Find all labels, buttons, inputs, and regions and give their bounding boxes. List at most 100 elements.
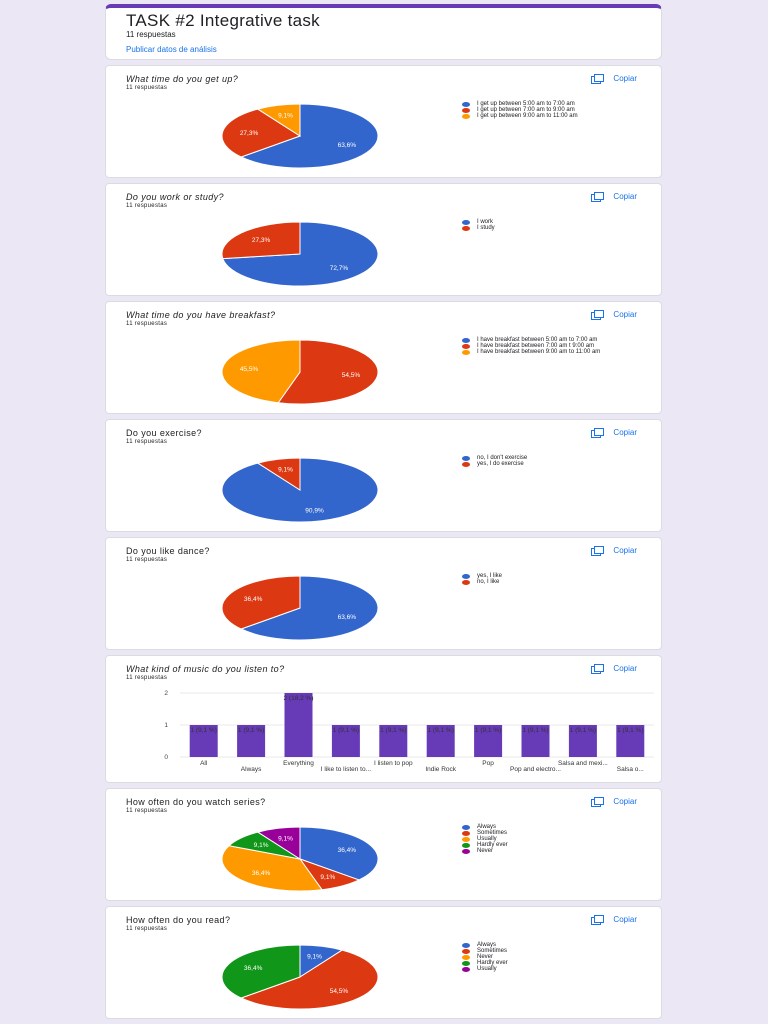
legend-swatch: [462, 955, 470, 960]
bar-value-label: 1 (9,1 %): [428, 727, 454, 734]
pie-slice-label: 54,5%: [342, 372, 361, 379]
bar: [474, 725, 503, 757]
legend-item: Sometimes: [462, 830, 622, 836]
pie-chart: 63,6% 27,3% 9,1%: [221, 103, 379, 169]
legend-item: I study: [462, 225, 622, 231]
question-title: What kind of music do you listen to?: [126, 664, 285, 674]
copy-label: Copiar: [613, 797, 637, 806]
legend-item: I have breakfast between 9:00 am to 11:0…: [462, 349, 622, 355]
chart-legend: Always Sometimes Never Hardly ever Usually: [462, 942, 622, 972]
legend-item: I have breakfast between 5:00 am to 7:00…: [462, 337, 622, 343]
copy-button[interactable]: Copiar: [591, 310, 637, 320]
legend-item: Always: [462, 824, 622, 830]
pie-chart: 90,9% 9,1%: [221, 457, 379, 523]
legend-item: Never: [462, 954, 622, 960]
copy-icon: [591, 546, 605, 556]
chart-legend: I have breakfast between 5:00 am to 7:00…: [462, 337, 622, 355]
pie-slice-label: 54,5%: [330, 988, 349, 995]
publish-analytics-link[interactable]: Publicar datos de análisis: [126, 45, 217, 54]
question-response-count: 11 respuestas: [126, 808, 168, 814]
x-tick-label: Salsa o...: [617, 766, 644, 773]
legend-swatch: [462, 344, 470, 349]
x-tick-label: Always: [241, 766, 262, 773]
y-tick-label: 0: [164, 754, 168, 761]
copy-icon: [591, 74, 605, 84]
x-tick-label: All: [200, 760, 208, 767]
pie-slice-label: 9,1%: [320, 874, 335, 881]
pie-slice-label: 45,5%: [240, 366, 259, 373]
legend-item: Usually: [462, 966, 622, 972]
x-tick-label: Salsa and mexi...: [558, 760, 608, 767]
legend-swatch: [462, 843, 470, 848]
legend-label: Hardly ever: [477, 842, 508, 848]
legend-label: Usually: [477, 836, 497, 842]
copy-label: Copiar: [613, 915, 637, 924]
legend-swatch: [462, 456, 470, 461]
copy-button[interactable]: Copiar: [591, 915, 637, 925]
copy-icon: [591, 797, 605, 807]
bar: [189, 725, 218, 757]
question-card: Do you exercise? 11 respuestas Copiar 90…: [105, 419, 662, 532]
legend-label: Sometimes: [477, 830, 508, 836]
legend-label: I have breakfast between 7:00 am t 9:00 …: [477, 343, 595, 349]
question-response-count: 11 respuestas: [126, 321, 168, 327]
question-card: What time do you have breakfast? 11 resp…: [105, 301, 662, 414]
legend-item: no, I like: [462, 579, 622, 585]
legend-label: I get up between 9:00 am to 11:00 am: [477, 113, 578, 119]
pie-slice-label: 36,4%: [252, 870, 271, 877]
legend-label: no, I like: [477, 579, 500, 585]
bar-value-label: 1 (9,1 %): [522, 727, 548, 734]
copy-icon: [591, 664, 605, 674]
pie-slice-label: 9,1%: [278, 113, 293, 120]
copy-button[interactable]: Copiar: [591, 74, 637, 84]
bar-value-label: 1 (9,1 %): [333, 727, 359, 734]
copy-button[interactable]: Copiar: [591, 797, 637, 807]
page-title: TASK #2 Integrative task: [126, 11, 320, 30]
copy-button[interactable]: Copiar: [591, 664, 637, 674]
question-response-count: 11 respuestas: [126, 439, 168, 445]
legend-swatch: [462, 949, 470, 954]
x-tick-label: I listen to pop: [374, 760, 413, 767]
legend-swatch: [462, 574, 470, 579]
pie-slice-label: 27,3%: [240, 130, 259, 137]
pie-slice: [221, 221, 301, 260]
pie-slice: [239, 949, 379, 1010]
pie-slice: [256, 826, 301, 860]
legend-item: Usually: [462, 836, 622, 842]
copy-button[interactable]: Copiar: [591, 428, 637, 438]
x-tick-label: I like to listen to...: [321, 766, 371, 773]
legend-label: I get up between 5:00 am to 7:00 am: [477, 101, 575, 107]
pie-slice-label: 36,4%: [244, 596, 263, 603]
legend-swatch: [462, 580, 470, 585]
legend-item: Always: [462, 942, 622, 948]
pie-slice: [239, 575, 379, 641]
bar: [616, 725, 645, 757]
legend-label: Always: [477, 942, 497, 948]
question-response-count: 11 respuestas: [126, 557, 168, 563]
pie-chart: 9,1% 54,5% 36,4%: [221, 944, 379, 1010]
legend-item: yes, I like: [462, 573, 622, 579]
pie-slice-label: 9,1%: [254, 842, 269, 849]
copy-button[interactable]: Copiar: [591, 192, 637, 202]
legend-label: I work: [477, 219, 494, 225]
pie-slice-label: 9,1%: [278, 836, 293, 843]
pie-chart: 72,7% 27,3%: [221, 221, 379, 287]
pie-slice-label: 63,6%: [338, 614, 357, 621]
legend-item: Hardly ever: [462, 960, 622, 966]
legend-label: Sometimes: [477, 948, 508, 954]
chart-legend: yes, I like no, I like: [462, 573, 622, 585]
y-tick-label: 2: [164, 690, 168, 697]
legend-swatch: [462, 108, 470, 113]
pie-slice: [221, 845, 323, 892]
legend-label: I have breakfast between 5:00 am to 7:00…: [477, 337, 598, 343]
y-tick-label: 1: [164, 722, 168, 729]
copy-icon: [591, 310, 605, 320]
legend-item: I get up between 9:00 am to 11:00 am: [462, 113, 622, 119]
legend-swatch: [462, 825, 470, 830]
legend-swatch: [462, 338, 470, 343]
x-tick-label: Indie Rock: [425, 766, 456, 773]
copy-button[interactable]: Copiar: [591, 546, 637, 556]
legend-item: Never: [462, 848, 622, 854]
chart-legend: I work I study: [462, 219, 622, 231]
pie-slice: [221, 575, 301, 630]
